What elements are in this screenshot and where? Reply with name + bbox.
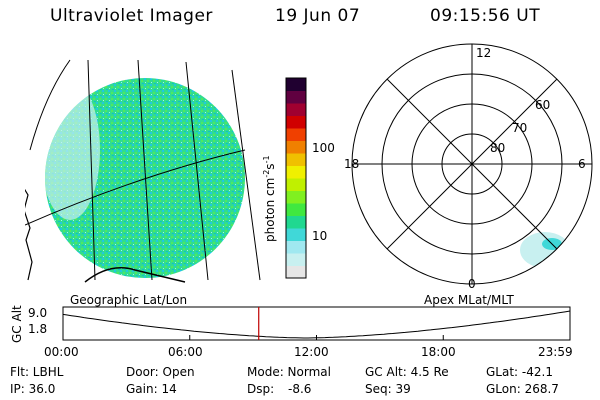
color-scale-segment — [286, 215, 306, 229]
latitude-line — [29, 59, 71, 151]
polar-plot — [351, 43, 593, 285]
timeline-xtick-0600: 06:00 — [168, 345, 203, 359]
dsp-value: -8.6 — [288, 382, 312, 396]
dsp-label: Dsp: — [247, 382, 275, 396]
colorbar-unit-label: photon cm-2s-1 — [262, 155, 277, 242]
colorbar-tick-10: 10 — [312, 229, 328, 243]
gain-status: Gain: 14 — [126, 382, 177, 396]
color-scale-segment — [286, 115, 306, 129]
gc-alt-status: GC Alt: 4.5 Re — [365, 365, 449, 379]
latitude-line — [25, 149, 246, 226]
coastline — [84, 267, 186, 283]
altitude-curve — [62, 310, 571, 339]
mlt-label-18: 18 — [344, 157, 360, 171]
timeline-xtick-0000: 00:00 — [44, 345, 79, 359]
mlat-label-70: 70 — [512, 121, 528, 135]
color-scale-segment — [286, 228, 306, 241]
filter-status: Flt: LBHL — [10, 365, 64, 379]
sequence-status: Seq: 39 — [365, 382, 411, 396]
ip-status: IP: 36.0 — [10, 382, 56, 396]
color-scale-segment — [286, 153, 306, 166]
mlt-diagonal — [386, 78, 558, 250]
color-scale-segment — [286, 140, 306, 154]
apex-caption: Apex MLat/MLT — [424, 293, 514, 307]
geographic-caption: Geographic Lat/Lon — [70, 293, 188, 307]
glon-status: GLon: 268.7 — [486, 382, 559, 396]
time-label: 09:15:56 UT — [430, 6, 541, 26]
color-scale-segment — [286, 103, 306, 116]
instrument-title: Ultraviolet Imager — [50, 6, 213, 26]
color-scale-segment — [286, 165, 306, 179]
meridian-line — [87, 59, 96, 281]
colorbar-tick-100: 100 — [312, 141, 335, 155]
color-scale-segment — [286, 190, 306, 204]
timeline-ytick-min: 1.8 — [28, 322, 48, 336]
color-scale-bar — [286, 78, 306, 279]
color-scale-segment — [286, 203, 306, 216]
glat-status: GLat: -42.1 — [486, 365, 553, 379]
mlt-label-0: 0 — [468, 277, 476, 291]
color-scale-frame — [285, 77, 307, 279]
color-scale-segment — [286, 253, 306, 266]
color-scale-segment — [286, 128, 306, 141]
color-scale-segment — [286, 90, 306, 104]
mode-status: Mode: Normal — [247, 365, 331, 379]
meridian-line — [185, 61, 209, 281]
color-scale-segment — [286, 78, 306, 91]
mlt-label-12: 12 — [476, 46, 492, 60]
mlat-label-80: 80 — [490, 141, 506, 155]
timeline-xtick-2359: 23:59 — [538, 345, 573, 359]
coastline — [25, 188, 33, 281]
timeline-xtick-1200: 12:00 — [294, 345, 329, 359]
date-label: 19 Jun 07 — [275, 6, 361, 26]
mlat-label-60: 60 — [535, 98, 551, 112]
meridian-line — [231, 69, 261, 281]
timeline-ylabel: GC Alt — [10, 305, 24, 343]
timeline-ytick-max: 9.0 — [28, 306, 48, 320]
color-scale-segment — [286, 265, 306, 279]
geographic-image — [25, 59, 261, 283]
timeline-xtick-1800: 18:00 — [421, 345, 456, 359]
meridian-line — [137, 59, 153, 281]
color-scale-segment — [286, 178, 306, 191]
mlt-label-6: 6 — [578, 157, 586, 171]
color-scale-segment — [286, 240, 306, 254]
door-status: Door: Open — [126, 365, 195, 379]
altitude-timeline — [62, 306, 571, 341]
